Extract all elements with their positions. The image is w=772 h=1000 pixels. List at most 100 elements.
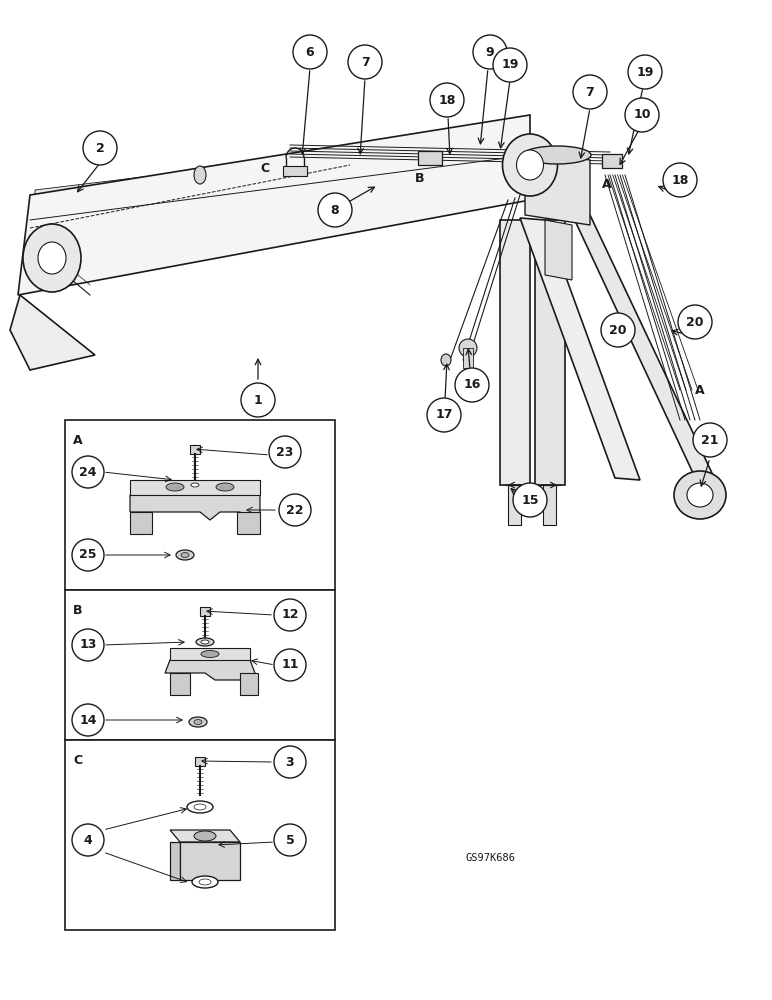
Circle shape: [513, 483, 547, 517]
Text: 7: 7: [361, 55, 369, 68]
Ellipse shape: [441, 354, 451, 366]
Circle shape: [348, 45, 382, 79]
Text: 23: 23: [276, 446, 293, 458]
Polygon shape: [165, 660, 255, 680]
Polygon shape: [130, 495, 260, 520]
Text: 1: 1: [254, 393, 262, 406]
Ellipse shape: [196, 638, 214, 646]
Ellipse shape: [199, 879, 211, 885]
Polygon shape: [170, 842, 180, 880]
Circle shape: [72, 456, 104, 488]
Circle shape: [279, 494, 311, 526]
Ellipse shape: [23, 224, 81, 292]
Ellipse shape: [166, 483, 184, 491]
Bar: [190, 445, 200, 454]
Circle shape: [293, 35, 327, 69]
Text: 4: 4: [83, 834, 93, 846]
Circle shape: [241, 383, 275, 417]
Text: A: A: [602, 178, 612, 192]
Text: 25: 25: [80, 548, 96, 562]
Text: 3: 3: [286, 756, 294, 768]
Circle shape: [430, 83, 464, 117]
Ellipse shape: [194, 166, 206, 184]
Circle shape: [72, 824, 104, 856]
Bar: [240, 673, 258, 695]
Bar: [237, 512, 260, 534]
Circle shape: [625, 98, 659, 132]
Text: 21: 21: [701, 434, 719, 446]
Bar: [535, 220, 565, 485]
Bar: [283, 166, 307, 176]
Text: 22: 22: [286, 504, 303, 516]
Ellipse shape: [674, 471, 726, 519]
Bar: [195, 757, 205, 766]
Circle shape: [269, 436, 301, 468]
Ellipse shape: [194, 804, 206, 810]
Ellipse shape: [216, 483, 234, 491]
Circle shape: [663, 163, 697, 197]
Circle shape: [274, 824, 306, 856]
Circle shape: [459, 339, 477, 357]
Bar: [463, 348, 473, 368]
Text: 5: 5: [286, 834, 294, 846]
Text: A: A: [73, 434, 83, 447]
Text: C: C: [73, 754, 82, 767]
Ellipse shape: [194, 831, 216, 841]
Text: 17: 17: [435, 408, 452, 422]
Circle shape: [473, 35, 507, 69]
Text: 18: 18: [672, 174, 689, 186]
Circle shape: [628, 55, 662, 89]
Bar: [418, 151, 442, 165]
Ellipse shape: [181, 552, 189, 558]
Polygon shape: [18, 115, 530, 295]
Bar: [508, 485, 521, 525]
Ellipse shape: [201, 650, 219, 658]
Bar: [602, 154, 622, 168]
Polygon shape: [525, 150, 590, 225]
Ellipse shape: [176, 550, 194, 560]
Bar: [65, 590, 335, 740]
Bar: [65, 740, 335, 930]
Ellipse shape: [503, 134, 557, 196]
Circle shape: [83, 131, 117, 165]
Polygon shape: [570, 210, 720, 490]
Text: 20: 20: [609, 324, 627, 336]
Polygon shape: [545, 220, 572, 280]
Bar: [65, 420, 335, 590]
Text: B: B: [73, 604, 83, 617]
Bar: [200, 607, 210, 616]
Text: 12: 12: [281, 608, 299, 621]
Text: 7: 7: [586, 86, 594, 99]
Circle shape: [72, 629, 104, 661]
Text: 9: 9: [486, 45, 494, 58]
Circle shape: [318, 193, 352, 227]
Polygon shape: [180, 842, 240, 880]
Text: 8: 8: [330, 204, 340, 217]
Circle shape: [72, 704, 104, 736]
Text: C: C: [260, 161, 269, 174]
Bar: [170, 648, 250, 660]
Ellipse shape: [687, 483, 713, 507]
Circle shape: [274, 599, 306, 631]
Text: 16: 16: [463, 378, 481, 391]
Text: 20: 20: [686, 316, 704, 328]
Text: GS97K686: GS97K686: [465, 853, 515, 863]
Circle shape: [455, 368, 489, 402]
Ellipse shape: [191, 483, 199, 487]
Circle shape: [693, 423, 727, 457]
Ellipse shape: [523, 146, 591, 164]
Polygon shape: [520, 218, 640, 480]
Text: 15: 15: [521, 493, 539, 506]
Text: 10: 10: [633, 108, 651, 121]
Circle shape: [601, 313, 635, 347]
Circle shape: [274, 649, 306, 681]
Bar: [170, 673, 190, 695]
Text: 2: 2: [96, 141, 104, 154]
Text: 11: 11: [281, 658, 299, 672]
Text: 6: 6: [306, 45, 314, 58]
Ellipse shape: [38, 242, 66, 274]
Ellipse shape: [192, 876, 218, 888]
Bar: [543, 485, 556, 525]
Ellipse shape: [189, 717, 207, 727]
Bar: [500, 220, 530, 485]
